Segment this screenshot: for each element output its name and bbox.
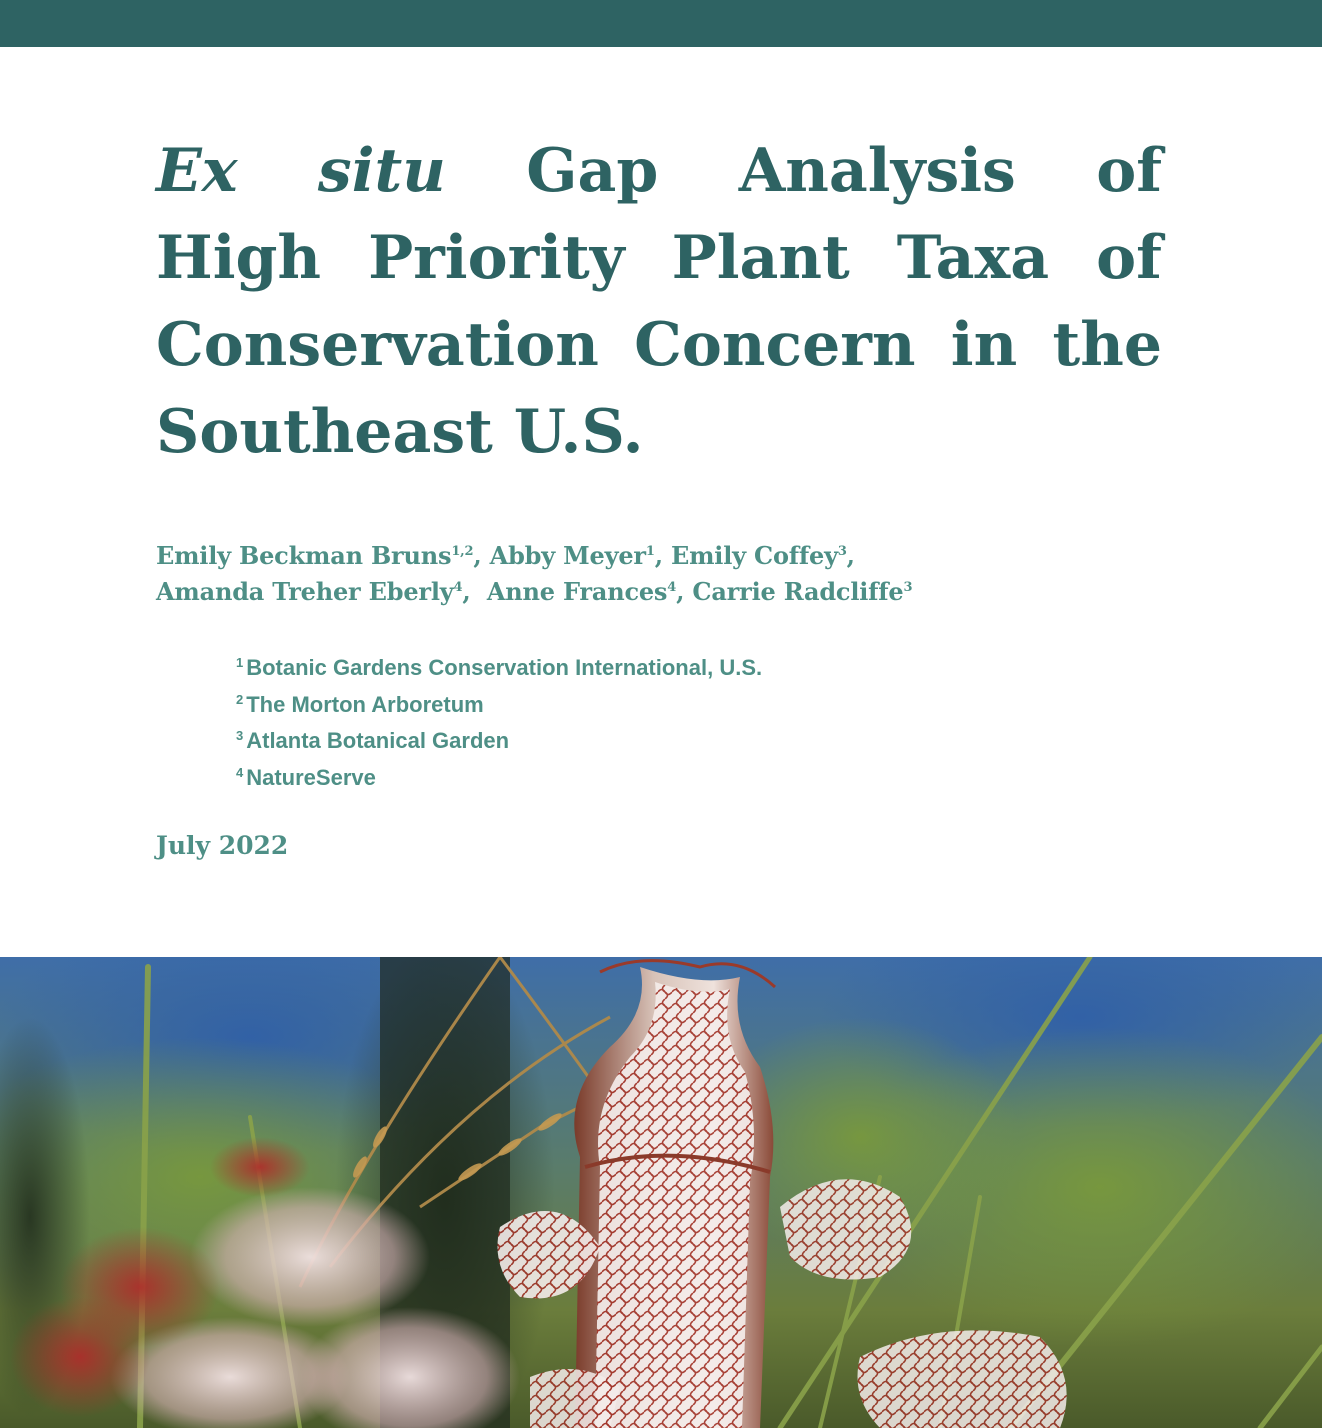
publication-date: July 2022	[156, 831, 289, 860]
author-affiliation-marker: 3	[837, 544, 847, 559]
title-word: of	[1096, 223, 1162, 293]
cover-photo-pitcher-plants	[0, 957, 1322, 1428]
author-name: Abby Meyer	[489, 541, 646, 570]
affiliation-name: NatureServe	[246, 764, 376, 790]
author-name: Amanda Treher Eberly	[156, 577, 454, 606]
title-word: High	[156, 223, 322, 293]
title-line-4: Southeast U.S.	[156, 397, 644, 467]
author-affiliation-marker: 1,2	[451, 544, 474, 559]
title-italic-ex: Ex	[156, 136, 238, 206]
title-word: Analysis	[738, 136, 1016, 206]
affiliation-name: Botanic Gardens Conservation Internation…	[246, 655, 763, 680]
title-line-3: Conservation Concern in the	[156, 302, 1162, 389]
affiliation-item: 3 Atlanta Botanical Garden	[236, 723, 1136, 760]
author-line-2: Amanda Treher Eberly4, Anne Frances4, Ca…	[156, 574, 1156, 610]
report-title: Ex situ Gap Analysis of High Priority Pl…	[156, 128, 1162, 476]
affiliation-number: 2	[236, 691, 244, 707]
title-word: Priority	[368, 223, 625, 293]
author-name: Emily Beckman Bruns	[156, 541, 452, 570]
author-separator: ,	[473, 541, 490, 570]
author-affiliation-marker: 1	[645, 544, 655, 559]
author-affiliation-marker: 3	[903, 580, 913, 595]
title-word: Gap	[526, 136, 659, 206]
author-name: Anne Frances	[486, 577, 668, 606]
author-separator: ,	[676, 577, 693, 606]
title-word: Conservation	[156, 310, 599, 380]
title-line-2: High Priority Plant Taxa of	[156, 215, 1162, 302]
author-affiliation-marker: 4	[667, 580, 677, 595]
author-line-1: Emily Beckman Bruns1,2, Abby Meyer1, Emi…	[156, 538, 1156, 574]
affiliation-list: 1 Botanic Gardens Conservation Internatio…	[236, 650, 1136, 796]
affiliation-number: 3	[236, 728, 244, 743]
author-separator: ,	[462, 577, 487, 606]
title-word: in	[950, 310, 1018, 380]
affiliation-number: 1	[236, 655, 244, 670]
title-word: of	[1096, 136, 1163, 206]
title-word: Concern	[634, 310, 916, 380]
affiliation-item: 1 Botanic Gardens Conservation Internatio…	[236, 650, 1136, 687]
author-name: Emily Coffey	[671, 541, 838, 570]
affiliation-name: Atlanta Botanical Garden	[246, 728, 510, 753]
affiliation-number: 4	[236, 764, 244, 780]
affiliation-item: 4 NatureServe	[236, 760, 1136, 797]
title-word: Plant	[671, 223, 850, 293]
affiliation-name: The Morton Arboretum	[246, 691, 484, 717]
affiliation-item: 2 The Morton Arboretum	[236, 687, 1136, 724]
author-separator: ,	[654, 541, 672, 570]
author-list: Emily Beckman Bruns1,2, Abby Meyer1, Emi…	[156, 538, 1156, 610]
author-name: Carrie Radcliffe	[692, 577, 904, 606]
title-italic-situ: situ	[317, 136, 446, 206]
title-word: the	[1052, 310, 1163, 380]
author-separator: ,	[846, 541, 855, 570]
top-color-band	[0, 0, 1322, 47]
cover-photo-illustration	[0, 957, 1322, 1428]
author-affiliation-marker: 4	[453, 580, 463, 595]
title-line-1: Ex situ Gap Analysis of	[156, 128, 1162, 215]
title-word: Taxa	[896, 223, 1050, 293]
